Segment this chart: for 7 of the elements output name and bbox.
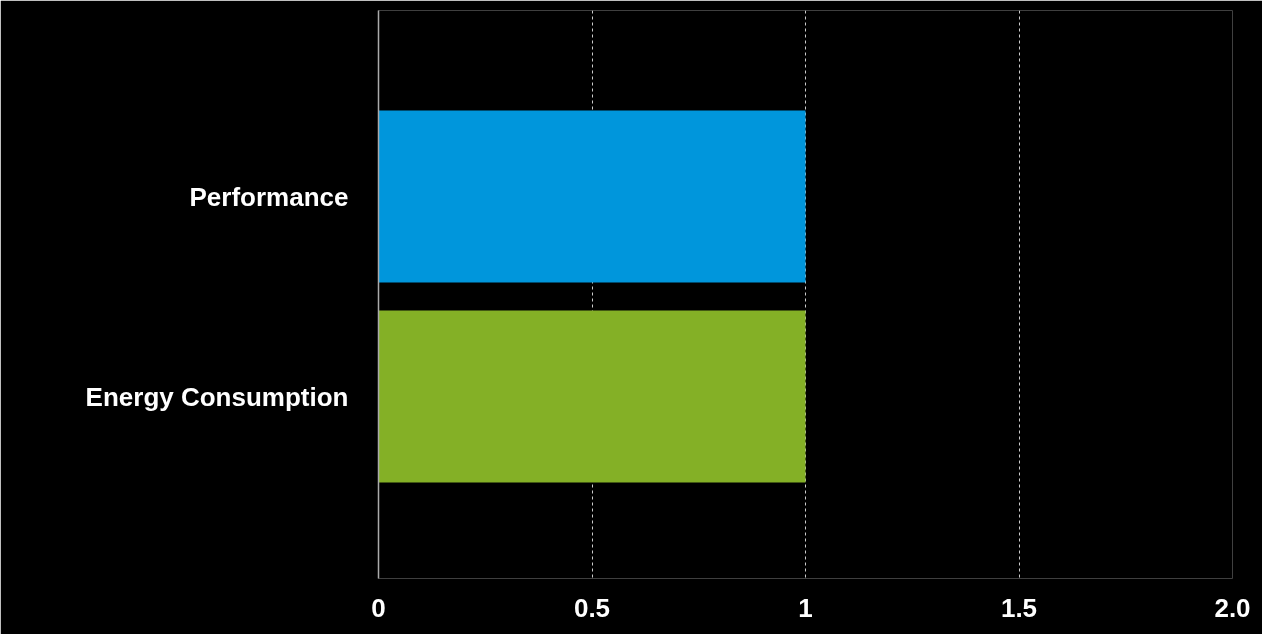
- x-tick-label: 0.5: [573, 592, 611, 623]
- x-tick-label: 0: [371, 592, 386, 623]
- y-tick-label: Performance: [189, 181, 349, 212]
- y-tick-label: Energy Consumption: [85, 381, 349, 412]
- x-tick-label: 2.0: [1214, 592, 1251, 623]
- x-tick-label: 1.5: [1000, 592, 1038, 623]
- x-tick-label: 1: [798, 592, 813, 623]
